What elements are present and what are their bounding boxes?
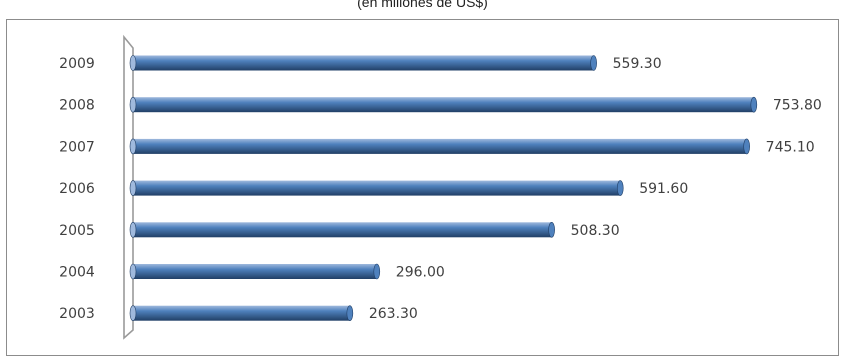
category-label: 2008 bbox=[59, 98, 95, 114]
bar-2008 bbox=[129, 96, 758, 113]
labels: 2009 559.30 2008 753.80 2007 745.10 2006 591.60… bbox=[59, 56, 822, 322]
axis-wall-shape bbox=[123, 34, 134, 340]
value-label: 263.30 bbox=[369, 306, 418, 322]
bar-2007 bbox=[129, 138, 750, 155]
chart-frame bbox=[6, 19, 839, 356]
value-label: 753.80 bbox=[773, 98, 822, 114]
bar-2004 bbox=[129, 263, 381, 280]
category-label: 2006 bbox=[59, 181, 95, 197]
bar-2006 bbox=[129, 180, 624, 196]
category-label: 2009 bbox=[59, 56, 95, 72]
chart-subtitle: (en millones de US$) bbox=[357, 0, 488, 10]
axis-wall bbox=[123, 34, 134, 340]
category-label: 2007 bbox=[59, 139, 95, 155]
category-label: 2003 bbox=[59, 306, 95, 322]
bar-2005 bbox=[129, 222, 555, 238]
value-label: 508.30 bbox=[571, 223, 620, 239]
value-label: 296.00 bbox=[396, 265, 445, 281]
value-label: 591.60 bbox=[639, 181, 688, 197]
value-label: 559.30 bbox=[613, 56, 662, 72]
bar-2009 bbox=[129, 55, 597, 71]
bar-2003 bbox=[129, 305, 354, 322]
category-label: 2004 bbox=[59, 265, 95, 281]
bars bbox=[129, 55, 758, 322]
category-label: 2005 bbox=[59, 223, 95, 239]
value-label: 745.10 bbox=[766, 139, 815, 155]
